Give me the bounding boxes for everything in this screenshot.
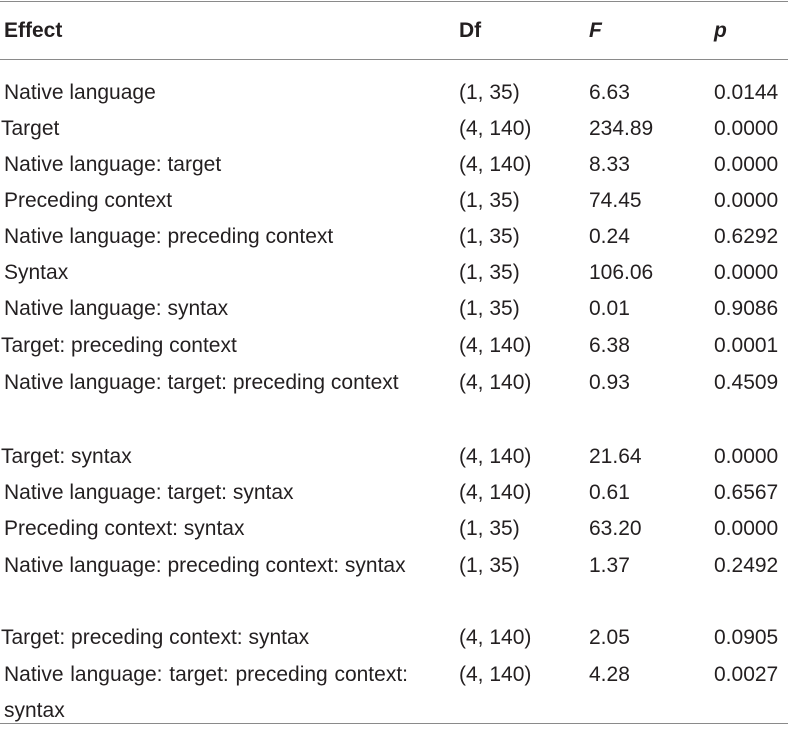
cell-effect: Preceding context: syntax — [4, 517, 245, 540]
cell-p: 0.0905 — [714, 626, 779, 649]
cell-f: 4.28 — [589, 663, 630, 686]
cell-p: 0.0000 — [714, 261, 779, 284]
cell-p: 0.0000 — [714, 153, 779, 176]
cell-df: (4, 140) — [459, 663, 532, 686]
cell-df: (1, 35) — [459, 517, 520, 540]
cell-p: 0.0000 — [714, 445, 779, 468]
cell-df: (4, 140) — [459, 626, 532, 649]
table-bottom-rule — [0, 723, 788, 724]
cell-effect: Target — [1, 117, 60, 140]
cell-f: 0.93 — [589, 371, 630, 394]
cell-f: 1.37 — [589, 554, 630, 577]
cell-df: (1, 35) — [459, 225, 520, 248]
cell-p: 0.4509 — [714, 371, 779, 394]
cell-f: 2.05 — [589, 626, 630, 649]
header-effect: Effect — [4, 19, 63, 42]
cell-effect: Native language: preceding context — [4, 225, 334, 248]
cell-p: 0.0000 — [714, 517, 779, 540]
cell-df: (4, 140) — [459, 117, 532, 140]
cell-p: 0.9086 — [714, 297, 779, 320]
table-header-row: Effect Df F p — [0, 2, 788, 59]
cell-effect: Target: preceding context: syntax — [1, 626, 310, 649]
cell-f: 0.01 — [589, 297, 630, 320]
cell-p: 0.6292 — [714, 225, 779, 248]
cell-df: (1, 35) — [459, 81, 520, 104]
cell-p: 0.0027 — [714, 663, 779, 686]
cell-effect: Native language: target: preceding conte… — [4, 663, 408, 722]
table-header-rule — [0, 59, 788, 60]
cell-f: 6.38 — [589, 334, 630, 357]
cell-df: (4, 140) — [459, 153, 532, 176]
cell-f: 106.06 — [589, 261, 654, 284]
cell-df: (4, 140) — [459, 371, 532, 394]
cell-f: 0.24 — [589, 225, 630, 248]
cell-f: 8.33 — [589, 153, 630, 176]
cell-effect: Native language: target — [4, 153, 222, 176]
cell-f: 74.45 — [589, 189, 642, 212]
cell-f: 21.64 — [589, 445, 642, 468]
cell-effect: Native language: target: syntax — [4, 481, 294, 504]
header-df: Df — [459, 19, 482, 42]
cell-df: (1, 35) — [459, 297, 520, 320]
cell-df: (1, 35) — [459, 189, 520, 212]
cell-effect: Native language: preceding context: synt… — [4, 554, 406, 577]
cell-df: (4, 140) — [459, 334, 532, 357]
cell-effect: Native language — [4, 81, 156, 104]
cell-effect: Target: syntax — [1, 445, 132, 468]
cell-effect: Target: preceding context — [1, 334, 237, 357]
cell-p: 0.0001 — [714, 334, 779, 357]
cell-f: 6.63 — [589, 81, 630, 104]
cell-effect: Native language: target: preceding conte… — [4, 371, 399, 394]
cell-effect: Native language: syntax — [4, 297, 229, 320]
cell-p: 0.0144 — [714, 81, 779, 104]
cell-p: 0.0000 — [714, 189, 779, 212]
cell-f: 0.61 — [589, 481, 630, 504]
cell-df: (4, 140) — [459, 481, 532, 504]
cell-f: 234.89 — [589, 117, 654, 140]
cell-df: (4, 140) — [459, 445, 532, 468]
cell-f: 63.20 — [589, 517, 642, 540]
cell-effect: Syntax — [4, 261, 69, 284]
cell-p: 0.6567 — [714, 481, 779, 504]
cell-effect: Preceding context — [4, 189, 173, 212]
cell-df: (1, 35) — [459, 261, 520, 284]
cell-p: 0.0000 — [714, 117, 779, 140]
header-f: F — [589, 19, 602, 42]
cell-df: (1, 35) — [459, 554, 520, 577]
header-p: p — [714, 19, 727, 42]
cell-p: 0.2492 — [714, 554, 779, 577]
table-top-rule — [0, 1, 788, 2]
